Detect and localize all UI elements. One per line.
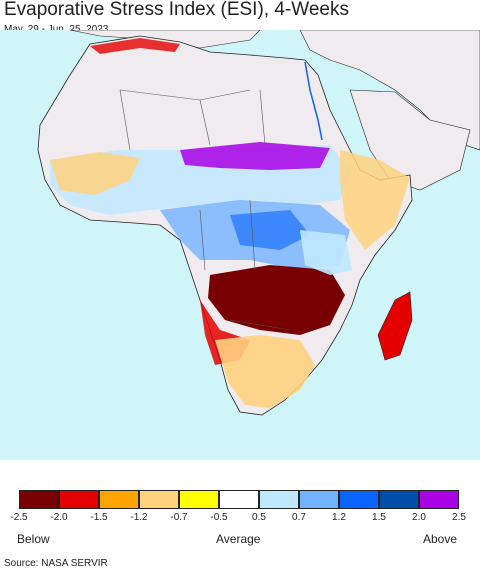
chad-wet (180, 142, 330, 170)
legend-tick-label: 2.5 (452, 512, 466, 523)
legend-swatch (379, 490, 419, 509)
maghreb-strip (90, 38, 180, 54)
west-africa-dry (50, 152, 140, 195)
legend-average-label: Average (216, 532, 261, 546)
legend-swatch (339, 490, 379, 509)
legend-tick-label: 2.0 (412, 512, 426, 523)
legend-swatch (99, 490, 139, 509)
legend-tick-label: -2.0 (50, 512, 68, 523)
legend-swatch (419, 490, 459, 509)
central-patch (230, 210, 310, 250)
legend-swatch (259, 490, 299, 509)
east-africa-mixed (300, 230, 352, 275)
legend-swatch (179, 490, 219, 509)
country-borders (119, 89, 291, 331)
legend-swatch (299, 490, 339, 509)
middle-east-land (299, 30, 480, 151)
legend-tick-label: 0.5 (252, 512, 266, 523)
legend-tick-label: -1.2 (130, 512, 148, 523)
legend-tick-label: -2.5 (10, 512, 28, 523)
horn-mixed (340, 150, 410, 250)
map-title: Evaporative Stress Index (ESI), 4-Weeks (4, 0, 349, 20)
esi-map (0, 30, 480, 460)
source-credit: Source: NASA SERVIR (4, 558, 108, 569)
legend-tick-label: -0.5 (210, 512, 228, 523)
legend-tick-label: 1.2 (332, 512, 346, 523)
legend-tick-label: -0.7 (170, 512, 188, 523)
legend-tick-label: 0.7 (292, 512, 306, 523)
southern-drought (208, 265, 345, 335)
legend-above-label: Above (423, 532, 458, 546)
legend-swatch (19, 490, 59, 509)
legend-swatch (59, 490, 99, 509)
legend-tick-label: 1.5 (372, 512, 386, 523)
legend-swatch (219, 490, 259, 509)
legend-below-label: Below (17, 532, 50, 546)
southern-dry (215, 335, 315, 408)
legend-tick-label: -1.5 (90, 512, 108, 523)
nile (304, 61, 323, 141)
date-range: May. 29 - Jun. 25, 2023 (4, 24, 109, 35)
madagascar (377, 291, 413, 361)
legend-swatch (139, 490, 179, 509)
